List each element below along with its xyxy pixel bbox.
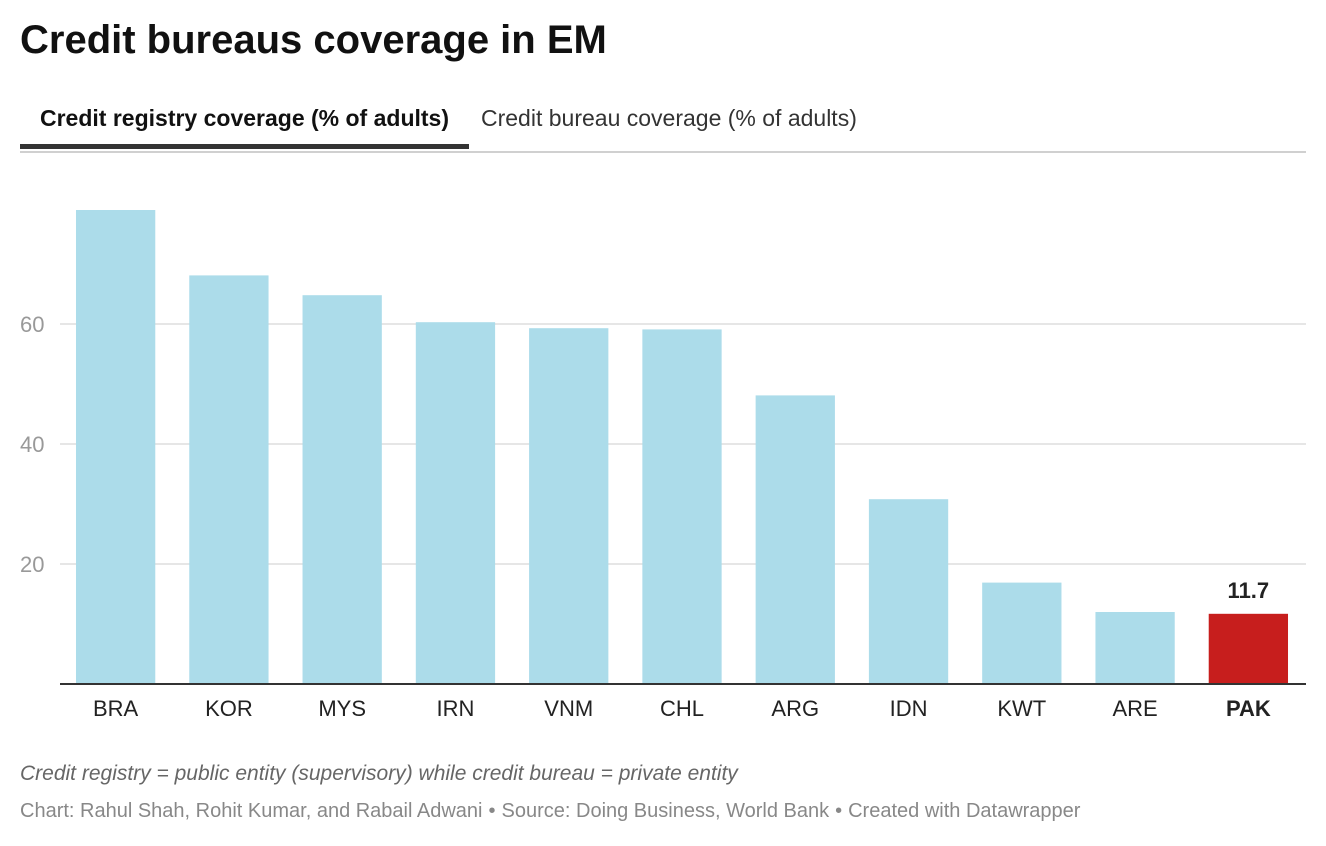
credit-source: Source: Doing Business, World Bank <box>501 800 830 822</box>
credit-separator: • <box>488 800 496 822</box>
x-tick-label: KOR <box>205 696 253 721</box>
chart-footnote: Credit registry = public entity (supervi… <box>20 762 738 785</box>
x-tick-label: VNM <box>544 696 593 721</box>
x-tick-label: IDN <box>890 696 928 721</box>
tab-bar: Credit registry coverage (% of adults) C… <box>20 96 1306 153</box>
bar-kor[interactable] <box>189 275 269 684</box>
bar-vnm[interactable] <box>529 328 609 684</box>
chart-credits: Chart: Rahul Shah, Rohit Kumar, and Raba… <box>20 800 1080 823</box>
tab-credit-registry[interactable]: Credit registry coverage (% of adults) <box>20 96 469 149</box>
chart-title: Credit bureaus coverage in EM <box>20 18 607 62</box>
tab-credit-bureau[interactable]: Credit bureau coverage (% of adults) <box>481 105 857 131</box>
bar-pak[interactable] <box>1208 613 1289 684</box>
bar-arg[interactable] <box>755 395 835 684</box>
y-tick-label: 40 <box>20 432 44 457</box>
bar-value-label: 11.7 <box>1228 578 1270 603</box>
bar-bra[interactable] <box>75 210 156 684</box>
x-tick-label: BRA <box>93 696 139 721</box>
x-tick-label: KWT <box>997 696 1046 721</box>
credit-tool: Created with Datawrapper <box>848 800 1081 822</box>
bar-mys[interactable] <box>302 295 382 684</box>
bar-irn[interactable] <box>415 322 496 684</box>
credit-author: Chart: Rahul Shah, Rohit Kumar, and Raba… <box>20 800 483 822</box>
bar-chl[interactable] <box>642 329 722 684</box>
y-tick-label: 60 <box>20 312 44 337</box>
x-tick-label: IRN <box>437 696 475 721</box>
bar-idn[interactable] <box>868 499 949 684</box>
x-tick-label: CHL <box>660 696 704 721</box>
y-tick-label: 20 <box>20 552 44 577</box>
x-tick-label: PAK <box>1226 696 1271 721</box>
x-tick-label: ARG <box>771 696 819 721</box>
x-tick-label: MYS <box>318 696 366 721</box>
x-tick-label: ARE <box>1112 696 1157 721</box>
credit-separator: • <box>835 800 843 822</box>
bar-are[interactable] <box>1095 612 1175 684</box>
bar-kwt[interactable] <box>982 582 1062 684</box>
bar-chart: 20 40 60 BRA KOR MYS IRN VNM CHL ARG IDN KWT ARE PAK 1… <box>20 210 1306 721</box>
